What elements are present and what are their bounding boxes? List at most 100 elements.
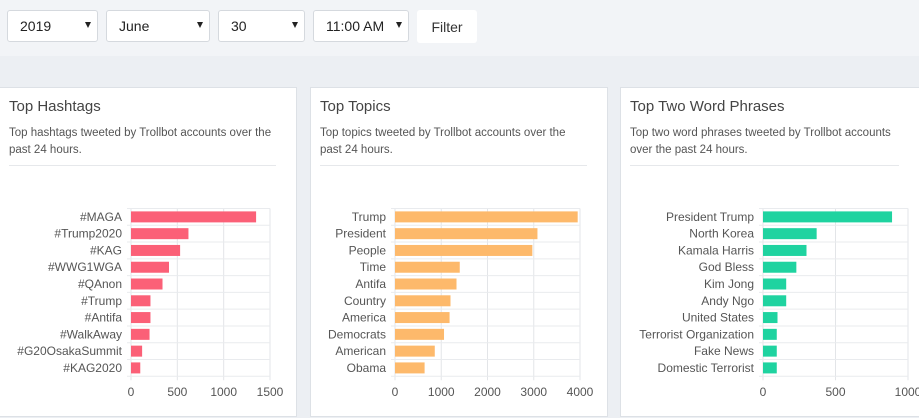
bar[interactable] bbox=[131, 295, 151, 307]
category-label: #G20OsakaSummit bbox=[17, 344, 122, 358]
hashtags-panel: Top Hashtags Top hashtags tweeted by Tro… bbox=[0, 87, 297, 417]
category-label: Time bbox=[360, 260, 387, 274]
chevron-down-icon bbox=[197, 22, 203, 28]
bar[interactable] bbox=[131, 228, 189, 240]
bar[interactable] bbox=[131, 312, 151, 324]
bar[interactable] bbox=[395, 211, 578, 223]
filter-button[interactable]: Filter bbox=[417, 10, 477, 43]
bar[interactable] bbox=[763, 211, 893, 223]
bar[interactable] bbox=[763, 362, 777, 374]
bar[interactable] bbox=[763, 328, 777, 340]
category-label: Domestic Terrorist bbox=[658, 361, 755, 375]
time-select-value: 11:00 AM bbox=[326, 18, 385, 34]
category-label: #WalkAway bbox=[60, 327, 122, 341]
filter-toolbar: 2019 June 30 11:00 AM Filter bbox=[0, 0, 919, 56]
category-label: Kamala Harris bbox=[678, 243, 754, 257]
panel-title: Top Topics bbox=[320, 98, 391, 115]
x-tick-label: 2000 bbox=[474, 385, 501, 399]
x-tick-label: 0 bbox=[392, 385, 399, 399]
category-label: North Korea bbox=[689, 227, 754, 241]
bar[interactable] bbox=[131, 345, 143, 357]
bar[interactable] bbox=[131, 362, 141, 374]
year-select-value: 2019 bbox=[20, 18, 52, 34]
category-label: Terrorist Organization bbox=[639, 327, 754, 341]
year-select[interactable]: 2019 bbox=[7, 10, 98, 42]
category-label: #WWG1WGA bbox=[48, 260, 122, 274]
panel-subtitle: Top two word phrases tweeted by Trollbot… bbox=[630, 127, 891, 156]
bar[interactable] bbox=[131, 261, 169, 273]
bar[interactable] bbox=[131, 278, 163, 290]
bar[interactable] bbox=[395, 328, 445, 340]
category-label: American bbox=[335, 344, 386, 358]
bar[interactable] bbox=[395, 362, 425, 374]
category-label: Democrats bbox=[328, 327, 386, 341]
x-tick-label: 500 bbox=[825, 385, 845, 399]
panel-divider bbox=[630, 165, 899, 166]
bar[interactable] bbox=[395, 295, 451, 307]
category-label: #Trump bbox=[81, 294, 122, 308]
category-label: #MAGA bbox=[80, 210, 122, 224]
bar[interactable] bbox=[395, 261, 460, 273]
category-label: Andy Ngo bbox=[701, 294, 754, 308]
panel-divider bbox=[320, 165, 587, 166]
bar[interactable] bbox=[763, 244, 807, 256]
x-tick-label: 1500 bbox=[257, 385, 284, 399]
bar[interactable] bbox=[395, 312, 450, 324]
category-label: #QAnon bbox=[78, 277, 122, 291]
chevron-down-icon bbox=[85, 22, 91, 28]
x-tick-label: 1000 bbox=[210, 385, 237, 399]
chevron-down-icon bbox=[292, 22, 298, 28]
category-label: People bbox=[349, 243, 387, 257]
bar[interactable] bbox=[395, 345, 435, 357]
time-select[interactable]: 11:00 AM bbox=[313, 10, 409, 42]
bar[interactable] bbox=[395, 244, 533, 256]
x-tick-label: 3000 bbox=[520, 385, 547, 399]
category-label: Country bbox=[344, 294, 386, 308]
category-label: #KAG bbox=[90, 243, 122, 257]
category-label: Kim Jong bbox=[704, 277, 754, 291]
panel-subtitle: Top topics tweeted by Trollbot accounts … bbox=[320, 127, 566, 156]
category-label: #Trump2020 bbox=[54, 227, 122, 241]
bar[interactable] bbox=[763, 345, 777, 357]
bar[interactable] bbox=[763, 261, 797, 273]
month-select[interactable]: June bbox=[106, 10, 210, 42]
bar[interactable] bbox=[763, 278, 787, 290]
x-tick-label: 0 bbox=[128, 385, 135, 399]
x-tick-label: 0 bbox=[760, 385, 767, 399]
category-label: America bbox=[342, 311, 386, 325]
x-tick-label: 1000 bbox=[428, 385, 455, 399]
topics-bar-chart: Trump President People Time Antifa Country Ame… bbox=[328, 208, 594, 399]
panel-subtitle: Top hashtags tweeted by Trollbot account… bbox=[9, 127, 272, 156]
bar[interactable] bbox=[763, 228, 817, 240]
bar[interactable] bbox=[131, 328, 150, 340]
x-tick-label: 4000 bbox=[567, 385, 594, 399]
bar[interactable] bbox=[131, 244, 181, 256]
hashtags-bar-chart: #MAGA #Trump2020 #KAG #WWG1WGA #QAnon #Trump #… bbox=[17, 208, 284, 399]
category-label: #Antifa bbox=[85, 311, 123, 325]
category-label: Antifa bbox=[355, 277, 386, 291]
category-label: Fake News bbox=[694, 344, 754, 358]
bar[interactable] bbox=[395, 278, 457, 290]
category-label: Obama bbox=[347, 361, 387, 375]
x-tick-label: 500 bbox=[167, 385, 187, 399]
day-select[interactable]: 30 bbox=[218, 10, 305, 42]
panel-title: Top Two Word Phrases bbox=[630, 98, 785, 115]
category-label: United States bbox=[682, 311, 754, 325]
month-select-value: June bbox=[119, 18, 150, 34]
bar[interactable] bbox=[763, 312, 778, 324]
day-select-value: 30 bbox=[231, 18, 247, 34]
category-label: Trump bbox=[352, 210, 387, 224]
bar[interactable] bbox=[763, 295, 787, 307]
panel-title: Top Hashtags bbox=[9, 98, 101, 115]
phrases-panel: Top Two Word Phrases Top two word phrase… bbox=[620, 87, 919, 417]
bar[interactable] bbox=[395, 228, 538, 240]
topics-panel: Top Topics Top topics tweeted by Trollbo… bbox=[310, 87, 608, 417]
bar[interactable] bbox=[131, 211, 257, 223]
category-label: President Trump bbox=[666, 210, 754, 224]
category-label: #KAG2020 bbox=[63, 361, 122, 375]
chevron-down-icon bbox=[396, 22, 402, 28]
phrases-bar-chart: President Trump North Korea Kamala Harris G… bbox=[639, 208, 919, 399]
panel-divider bbox=[9, 165, 276, 166]
x-tick-label: 1000 bbox=[895, 385, 919, 399]
category-label: President bbox=[335, 227, 386, 241]
